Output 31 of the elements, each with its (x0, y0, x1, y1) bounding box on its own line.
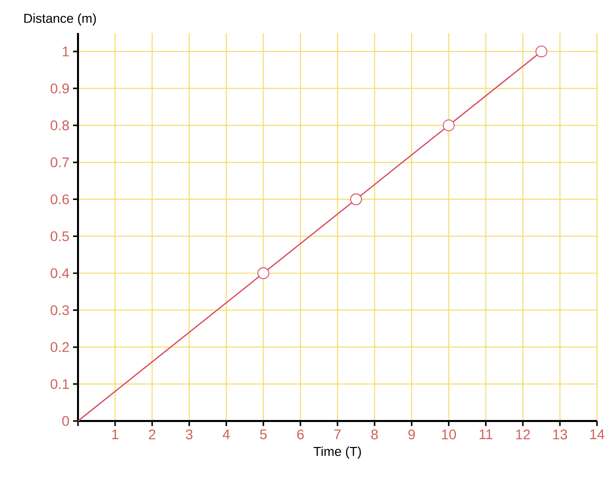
y-tick-label: 0.3 (50, 305, 69, 316)
y-tick-label: 0.4 (50, 268, 70, 278)
y-tick-label: 0.2 (50, 342, 69, 352)
y-tick-label: 0.5 (50, 231, 69, 242)
x-axis-title: Time (T) (314, 446, 361, 459)
x-tick-label: 9 (408, 429, 415, 440)
x-tick-label: 1 (112, 430, 118, 440)
x-tick-label: 8 (371, 429, 378, 440)
y-tick-label: 0.1 (50, 379, 69, 389)
x-tick-label: 3 (186, 429, 192, 440)
point (536, 46, 548, 58)
point (257, 267, 270, 280)
x-tick-label: 7 (334, 430, 341, 440)
y-tick-label: 0 (62, 416, 69, 426)
point (442, 120, 455, 132)
x-tick-label: 13 (553, 429, 568, 440)
x-tick-label: 4 (222, 430, 230, 440)
y-tick-label: 0.7 (50, 157, 69, 168)
x-tick-label: 5 (260, 430, 267, 440)
y-tick-label: 0.6 (50, 194, 69, 204)
y-tick-label: 1 (62, 46, 69, 56)
x-tick-label: 10 (442, 429, 456, 440)
x-tick-label: 12 (516, 429, 530, 440)
y-axis-title: Distance (m) (24, 13, 96, 26)
x-tick-label: 6 (297, 429, 304, 440)
y-tick-label: 0.9 (50, 83, 69, 94)
y-tick-label: 0.8 (50, 120, 69, 130)
x-tick-label: 11 (480, 430, 492, 440)
x-tick-label: 14 (590, 430, 604, 440)
x-tick-label: 2 (148, 429, 156, 440)
point (350, 193, 362, 206)
